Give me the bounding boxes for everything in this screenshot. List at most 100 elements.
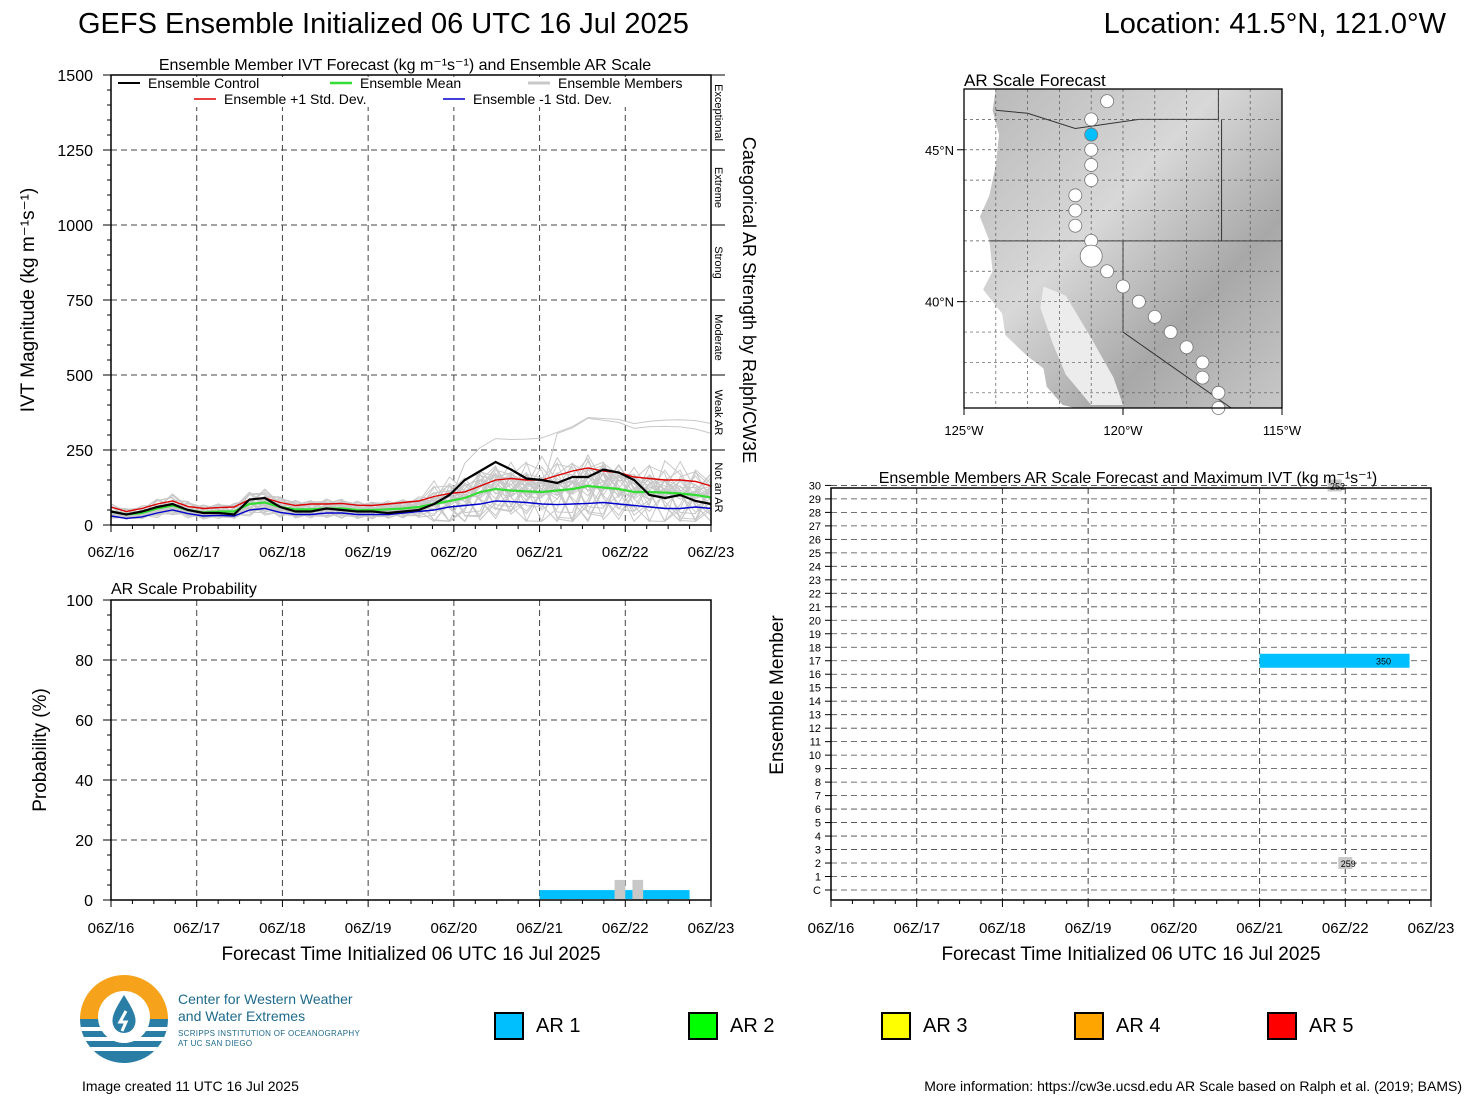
prob-y-tick-label: 20 (75, 833, 93, 850)
ivt-category-label: Extreme (712, 167, 724, 208)
member-row-label: C (813, 885, 821, 897)
member-row-label: 30 (809, 480, 821, 492)
map-point (1079, 244, 1103, 268)
ivt-category-label: Weak AR (712, 390, 724, 436)
map-lat-label: 45°N (925, 143, 954, 158)
member-row-label: 7 (815, 791, 821, 803)
legend-swatch-ar4 (1074, 1012, 1104, 1040)
member-row-label: 22 (809, 588, 821, 600)
legend-label-ar1: AR 1 (536, 1015, 581, 1037)
prob-x-tick-label: 06Z/17 (173, 920, 220, 937)
ivt-right-axis-title: Categorical AR Strength by Ralph/CW3E (739, 137, 759, 463)
page-title: GEFS Ensemble Initialized 06 UTC 16 Jul … (78, 8, 689, 40)
member-y-axis-title: Ensemble Member (767, 615, 788, 775)
ivt-y-tick-label: 1500 (57, 68, 93, 85)
ivt-x-tick-label: 06Z/18 (259, 544, 306, 561)
prob-x-tick-label: 06Z/16 (88, 920, 135, 937)
ar-scale-legend: AR 1 AR 2 AR 3 AR 4 AR 5 (494, 1012, 1394, 1046)
member-x-tick-label: 06Z/18 (979, 920, 1026, 937)
map-point (1068, 188, 1083, 203)
prob-y-tick-label: 0 (84, 893, 93, 910)
ivt-y-tick-label: 1000 (57, 218, 93, 235)
legend-label-ar5: AR 5 (1309, 1015, 1354, 1037)
member-row-label: 3 (815, 845, 821, 857)
member-row-label: 28 (809, 507, 821, 519)
map-point (1084, 142, 1099, 157)
prob-bar-gray (614, 879, 626, 900)
member-row-label: 18 (809, 642, 821, 654)
ivt-y-axis-title: IVT Magnitude (kg m⁻¹s⁻¹) (18, 188, 39, 413)
ivt-legend-label-mean: Ensemble Mean (360, 75, 461, 91)
member-row-label: 9 (815, 764, 821, 776)
member-x-tick-label: 06Z/17 (893, 920, 940, 937)
prob-x-axis-title: Forecast Time Initialized 06 UTC 16 Jul … (221, 944, 600, 965)
member-x-tick-label: 06Z/20 (1151, 920, 1198, 937)
map-point (1163, 325, 1178, 339)
ivt-category-label: Exceptional (712, 84, 724, 141)
ivt-y-tick-label: 250 (66, 443, 93, 460)
logo-name-line1: Center for Western Weather (178, 991, 353, 1007)
member-row-label: 4 (815, 831, 821, 843)
ivt-x-tick-label: 06Z/19 (345, 544, 392, 561)
prob-y-axis-title: Probability (%) (30, 688, 51, 812)
member-x-tick-label: 06Z/22 (1322, 920, 1369, 937)
ivt-legend-label-control: Ensemble Control (148, 75, 259, 91)
map-point (1195, 370, 1210, 385)
member-max-ivt-label: 350 (1376, 657, 1391, 667)
ensemble-members-chart: C123456789101112131415161718192021222324… (767, 470, 1455, 965)
ivt-x-tick-label: 06Z/16 (88, 544, 135, 561)
ivt-forecast-chart: Not an AR Weak AR Moderate Strong Extreme Exc… (18, 57, 759, 561)
prob-y-tick-label: 80 (75, 653, 93, 670)
member-row-label: 16 (809, 669, 821, 681)
logo-name-line2: and Water Extremes (178, 1008, 306, 1024)
map-point (1068, 218, 1083, 233)
legend-swatch-ar2 (688, 1012, 718, 1040)
member-row-label: 25 (809, 548, 821, 560)
ivt-member-line (110, 471, 712, 520)
prob-x-tick-label: 06Z/18 (259, 920, 306, 937)
member-x-tick-label: 06Z/23 (1408, 920, 1455, 937)
map-point (1084, 112, 1099, 127)
map-point (1068, 203, 1083, 218)
legend-label-ar2: AR 2 (730, 1015, 775, 1037)
map-point (1211, 385, 1226, 400)
member-max-ivt-label: 252 (1330, 481, 1345, 491)
map-lon-label: 120°W (1103, 423, 1143, 438)
map-point (1100, 264, 1115, 279)
member-row-label: 15 (809, 683, 821, 695)
prob-y-tick-label: 40 (75, 773, 93, 790)
member-row-label: 5 (815, 818, 821, 830)
logo-sub-line1: SCRIPPS INSTITUTION OF OCEANOGRAPHY (178, 1029, 361, 1038)
map-point (1131, 294, 1146, 309)
ivt-legend-label-members: Ensemble Members (558, 75, 683, 91)
member-chart-title: Ensemble Members AR Scale Forecast and M… (879, 470, 1378, 487)
map-central-valley (1040, 286, 1123, 405)
prob-x-tick-label: 06Z/22 (602, 920, 649, 937)
member-row-label: 10 (809, 750, 821, 762)
ivt-category-label: Strong (712, 246, 724, 278)
ivt-x-tick-label: 06Z/23 (688, 544, 735, 561)
ivt-category-label: Not an AR (712, 462, 724, 512)
ivt-legend-label-plus_std: Ensemble +1 Std. Dev. (224, 91, 367, 107)
member-ar1-bar (1259, 653, 1410, 668)
prob-x-tick-label: 06Z/21 (516, 920, 563, 937)
member-plot-frame (830, 487, 1432, 901)
member-x-tick-label: 06Z/16 (808, 920, 855, 937)
member-row-label: 20 (809, 615, 821, 627)
legend-swatch-ar5 (1267, 1012, 1297, 1040)
map-point (1147, 309, 1162, 324)
member-row-label: 13 (809, 710, 821, 722)
logo-sub-line2: AT UC SAN DIEGO (178, 1039, 253, 1048)
member-row-label: 2 (815, 858, 821, 870)
ar-probability-chart: 0 20 40 60 80 100 06Z/16 06Z/17 06Z/18 06Z/19 06Z/… (30, 581, 734, 965)
member-gray-marker (1338, 857, 1353, 870)
prob-x-tick-label: 06Z/19 (345, 920, 392, 937)
member-row-label: 11 (810, 737, 821, 749)
ivt-y-tick-label: 500 (66, 368, 93, 385)
prob-plot-frame (110, 599, 712, 901)
ivt-x-tick-label: 06Z/20 (431, 544, 478, 561)
legend-swatch-ar1 (494, 1012, 524, 1040)
legend-label-ar4: AR 4 (1116, 1015, 1161, 1037)
ivt-chart-title: Ensemble Member IVT Forecast (kg m⁻¹s⁻¹)… (159, 57, 651, 74)
map-point (1195, 355, 1210, 370)
